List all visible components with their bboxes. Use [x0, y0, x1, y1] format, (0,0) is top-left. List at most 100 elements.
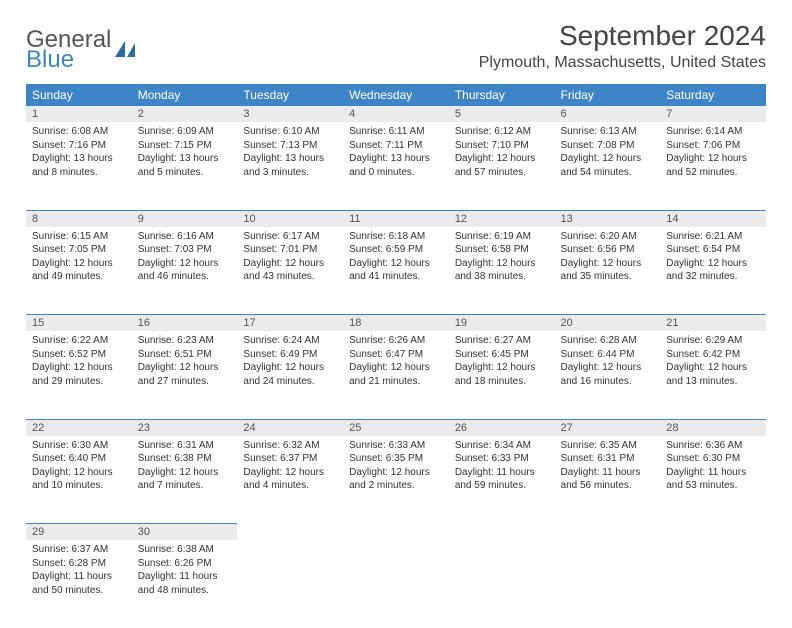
sunrise-text: Sunrise: 6:35 AM	[561, 439, 655, 453]
day-number-cell: 17	[237, 315, 343, 332]
day-cell: Sunrise: 6:10 AMSunset: 7:13 PMDaylight:…	[237, 122, 343, 210]
sunset-text: Sunset: 6:31 PM	[561, 452, 655, 466]
day-number-cell: 6	[555, 106, 661, 122]
daylight-text: Daylight: 12 hours and 13 minutes.	[666, 361, 760, 388]
daylight-text: Daylight: 12 hours and 38 minutes.	[455, 257, 549, 284]
day-content: Sunrise: 6:38 AMSunset: 6:26 PMDaylight:…	[132, 540, 238, 603]
daylight-text: Daylight: 12 hours and 27 minutes.	[138, 361, 232, 388]
weekday-header: Tuesday	[237, 84, 343, 106]
day-number-row: 22232425262728	[26, 419, 766, 436]
day-number-cell: 3	[237, 106, 343, 122]
day-number-cell: 28	[660, 419, 766, 436]
day-number-cell: 8	[26, 210, 132, 227]
sunset-text: Sunset: 6:26 PM	[138, 557, 232, 571]
sunset-text: Sunset: 7:06 PM	[666, 139, 760, 153]
day-number-cell: 23	[132, 419, 238, 436]
sunset-text: Sunset: 6:45 PM	[455, 348, 549, 362]
brand-logo: General Blue	[26, 28, 137, 72]
day-content: Sunrise: 6:35 AMSunset: 6:31 PMDaylight:…	[555, 436, 661, 499]
sunrise-text: Sunrise: 6:19 AM	[455, 230, 549, 244]
day-cell: Sunrise: 6:21 AMSunset: 6:54 PMDaylight:…	[660, 227, 766, 315]
day-number-cell: 12	[449, 210, 555, 227]
sunset-text: Sunset: 6:49 PM	[243, 348, 337, 362]
sunrise-text: Sunrise: 6:36 AM	[666, 439, 760, 453]
day-content: Sunrise: 6:37 AMSunset: 6:28 PMDaylight:…	[26, 540, 132, 603]
sunset-text: Sunset: 7:03 PM	[138, 243, 232, 257]
day-cell: Sunrise: 6:33 AMSunset: 6:35 PMDaylight:…	[343, 436, 449, 524]
calendar-title: September 2024	[479, 20, 766, 52]
day-number-row: 2930	[26, 524, 766, 541]
sunrise-text: Sunrise: 6:17 AM	[243, 230, 337, 244]
daylight-text: Daylight: 12 hours and 35 minutes.	[561, 257, 655, 284]
weekday-header: Monday	[132, 84, 238, 106]
day-content: Sunrise: 6:09 AMSunset: 7:15 PMDaylight:…	[132, 122, 238, 185]
weekday-header: Saturday	[660, 84, 766, 106]
day-number-cell: 18	[343, 315, 449, 332]
sunrise-text: Sunrise: 6:37 AM	[32, 543, 126, 557]
sunrise-text: Sunrise: 6:32 AM	[243, 439, 337, 453]
day-content: Sunrise: 6:27 AMSunset: 6:45 PMDaylight:…	[449, 331, 555, 394]
daylight-text: Daylight: 11 hours and 48 minutes.	[138, 570, 232, 597]
day-number-cell: 9	[132, 210, 238, 227]
day-number-row: 15161718192021	[26, 315, 766, 332]
day-number-cell: 4	[343, 106, 449, 122]
day-number-cell: 11	[343, 210, 449, 227]
day-cell: Sunrise: 6:19 AMSunset: 6:58 PMDaylight:…	[449, 227, 555, 315]
day-content: Sunrise: 6:12 AMSunset: 7:10 PMDaylight:…	[449, 122, 555, 185]
sail-icon	[115, 41, 137, 59]
day-number-cell: 7	[660, 106, 766, 122]
day-cell: Sunrise: 6:31 AMSunset: 6:38 PMDaylight:…	[132, 436, 238, 524]
day-number-cell: 13	[555, 210, 661, 227]
day-number-cell	[343, 524, 449, 541]
daylight-text: Daylight: 13 hours and 0 minutes.	[349, 152, 443, 179]
day-cell: Sunrise: 6:16 AMSunset: 7:03 PMDaylight:…	[132, 227, 238, 315]
day-content-row: Sunrise: 6:15 AMSunset: 7:05 PMDaylight:…	[26, 227, 766, 315]
day-cell: Sunrise: 6:35 AMSunset: 6:31 PMDaylight:…	[555, 436, 661, 524]
day-number-cell: 15	[26, 315, 132, 332]
sunset-text: Sunset: 7:16 PM	[32, 139, 126, 153]
day-number-cell: 19	[449, 315, 555, 332]
daylight-text: Daylight: 13 hours and 8 minutes.	[32, 152, 126, 179]
day-number-cell	[660, 524, 766, 541]
sunrise-text: Sunrise: 6:29 AM	[666, 334, 760, 348]
sunrise-text: Sunrise: 6:15 AM	[32, 230, 126, 244]
daylight-text: Daylight: 12 hours and 2 minutes.	[349, 466, 443, 493]
day-content: Sunrise: 6:29 AMSunset: 6:42 PMDaylight:…	[660, 331, 766, 394]
weekday-header: Sunday	[26, 84, 132, 106]
sunrise-text: Sunrise: 6:10 AM	[243, 125, 337, 139]
day-number-cell: 26	[449, 419, 555, 436]
day-cell	[660, 540, 766, 628]
daylight-text: Daylight: 11 hours and 50 minutes.	[32, 570, 126, 597]
sunset-text: Sunset: 6:54 PM	[666, 243, 760, 257]
day-cell: Sunrise: 6:14 AMSunset: 7:06 PMDaylight:…	[660, 122, 766, 210]
day-cell: Sunrise: 6:38 AMSunset: 6:26 PMDaylight:…	[132, 540, 238, 628]
day-content: Sunrise: 6:36 AMSunset: 6:30 PMDaylight:…	[660, 436, 766, 499]
sunrise-text: Sunrise: 6:18 AM	[349, 230, 443, 244]
day-cell: Sunrise: 6:34 AMSunset: 6:33 PMDaylight:…	[449, 436, 555, 524]
daylight-text: Daylight: 12 hours and 7 minutes.	[138, 466, 232, 493]
sunrise-text: Sunrise: 6:26 AM	[349, 334, 443, 348]
day-content: Sunrise: 6:17 AMSunset: 7:01 PMDaylight:…	[237, 227, 343, 290]
day-number-cell: 22	[26, 419, 132, 436]
sunrise-text: Sunrise: 6:20 AM	[561, 230, 655, 244]
sunrise-text: Sunrise: 6:27 AM	[455, 334, 549, 348]
sunset-text: Sunset: 6:38 PM	[138, 452, 232, 466]
day-content: Sunrise: 6:15 AMSunset: 7:05 PMDaylight:…	[26, 227, 132, 290]
day-cell: Sunrise: 6:28 AMSunset: 6:44 PMDaylight:…	[555, 331, 661, 419]
day-number-cell: 21	[660, 315, 766, 332]
day-content: Sunrise: 6:10 AMSunset: 7:13 PMDaylight:…	[237, 122, 343, 185]
day-cell: Sunrise: 6:30 AMSunset: 6:40 PMDaylight:…	[26, 436, 132, 524]
sunrise-text: Sunrise: 6:31 AM	[138, 439, 232, 453]
day-content: Sunrise: 6:23 AMSunset: 6:51 PMDaylight:…	[132, 331, 238, 394]
daylight-text: Daylight: 12 hours and 21 minutes.	[349, 361, 443, 388]
day-cell	[555, 540, 661, 628]
day-number-cell: 30	[132, 524, 238, 541]
sunrise-text: Sunrise: 6:33 AM	[349, 439, 443, 453]
sunset-text: Sunset: 6:37 PM	[243, 452, 337, 466]
day-cell: Sunrise: 6:20 AMSunset: 6:56 PMDaylight:…	[555, 227, 661, 315]
daylight-text: Daylight: 11 hours and 56 minutes.	[561, 466, 655, 493]
sunrise-text: Sunrise: 6:14 AM	[666, 125, 760, 139]
sunset-text: Sunset: 7:08 PM	[561, 139, 655, 153]
day-cell: Sunrise: 6:32 AMSunset: 6:37 PMDaylight:…	[237, 436, 343, 524]
calendar-table: SundayMondayTuesdayWednesdayThursdayFrid…	[26, 84, 766, 628]
